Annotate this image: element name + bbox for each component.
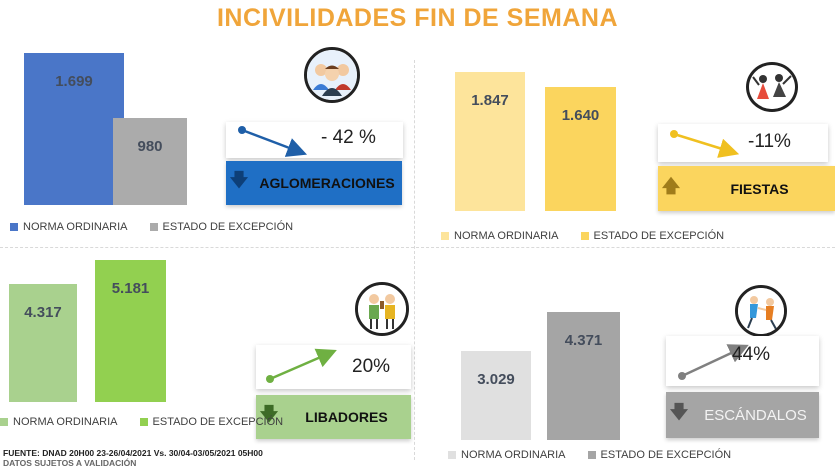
up-trend-arrow-icon xyxy=(678,344,749,380)
bar-libadores-estado-de-excepcion xyxy=(95,260,166,402)
brawl-icon xyxy=(735,285,787,337)
legend-item: NORMA ORDINARIA xyxy=(441,230,559,242)
bar-libadores-norma-ordinaria xyxy=(9,284,77,402)
legend-swatch xyxy=(0,418,8,426)
legend-label: NORMA ORDINARIA xyxy=(454,230,559,242)
category-label: ESCÁNDALOS xyxy=(704,406,807,424)
change-value: 20% xyxy=(352,356,391,377)
change-card-escandalos: 44% xyxy=(666,336,819,386)
down-trend-arrow-icon xyxy=(670,130,740,158)
legend-swatch xyxy=(441,232,449,240)
data-label-escandalos-0: 3.029 xyxy=(477,371,515,388)
legend-item: ESTADO DE EXCEPCIÓN xyxy=(587,449,732,461)
bar-escandalos-norma-ordinaria xyxy=(461,351,531,440)
footer-note: DATOS SUJETOS A VALIDACIÓN xyxy=(3,458,137,468)
legend-swatch xyxy=(580,232,589,240)
data-label-libadores-0: 4.317 xyxy=(24,304,62,321)
legend-label: NORMA ORDINARIA xyxy=(461,449,566,461)
legend-swatch xyxy=(149,223,158,231)
bar-fiestas-norma-ordinaria xyxy=(455,72,525,211)
change-value: - 42 % xyxy=(321,127,376,148)
down-arrow-icon: 🡇 xyxy=(669,402,689,422)
crowd-icon xyxy=(304,47,360,103)
legend-swatch xyxy=(139,418,148,426)
category-tag-libadores: 🡇 LIBADORES xyxy=(256,395,411,439)
party-icon xyxy=(746,62,798,112)
legend-swatch xyxy=(448,451,456,459)
drinkers-icon xyxy=(355,282,409,336)
legend-label: ESTADO DE EXCEPCIÓN xyxy=(152,416,284,428)
legend-libadores: NORMA ORDINARIA ESTADO DE EXCEPCIÓN xyxy=(0,416,305,428)
legend-item: NORMA ORDINARIA xyxy=(10,221,128,233)
category-label: FIESTAS xyxy=(730,180,789,197)
bar-aglomeraciones-estado-de-excepcion xyxy=(113,118,187,205)
up-trend-arrow-icon xyxy=(266,348,337,383)
bar-aglomeraciones-norma-ordinaria xyxy=(24,53,124,205)
down-trend-arrow-icon xyxy=(238,126,308,157)
divider-vertical xyxy=(414,60,415,460)
legend-escandalos: NORMA ORDINARIA ESTADO DE EXCEPCIÓN xyxy=(448,449,753,461)
legend-label: NORMA ORDINARIA xyxy=(23,221,128,233)
data-label-libadores-1: 5.181 xyxy=(111,280,150,297)
data-label-aglomeraciones-1: 980 xyxy=(137,138,163,155)
footer-source: FUENTE: DNAD 20H00 23-26/04/2021 Vs. 30/… xyxy=(3,448,263,458)
down-arrow-icon: 🡇 xyxy=(259,404,279,424)
data-label-fiestas-1: 1.640 xyxy=(561,107,600,124)
change-card-libadores: 20% xyxy=(256,345,411,389)
legend-item: NORMA ORDINARIA xyxy=(0,416,118,428)
data-label-escandalos-1: 4.371 xyxy=(564,332,603,349)
category-tag-fiestas: 🡅 FIESTAS xyxy=(658,166,835,211)
down-arrow-icon: 🡇 xyxy=(229,170,249,190)
change-value: -11% xyxy=(748,131,791,152)
legend-label: ESTADO DE EXCEPCIÓN xyxy=(593,230,725,242)
category-tag-escandalos: 🡇 ESCÁNDALOS xyxy=(666,392,819,438)
change-card-fiestas: -11% xyxy=(658,124,828,162)
legend-item: ESTADO DE EXCEPCIÓN xyxy=(149,221,294,233)
category-label: LIBADORES xyxy=(305,409,388,425)
legend-item: NORMA ORDINARIA xyxy=(448,449,566,461)
category-tag-aglomeraciones: 🡇 AGLOMERACIONES xyxy=(226,161,402,205)
bar-fiestas-estado-de-excepcion xyxy=(545,87,616,211)
legend-swatch xyxy=(587,451,596,459)
data-label-aglomeraciones-0: 1.699 xyxy=(55,73,93,90)
legend-label: ESTADO DE EXCEPCIÓN xyxy=(600,449,732,461)
bar-escandalos-estado-de-excepcion xyxy=(547,312,620,440)
category-label: AGLOMERACIONES xyxy=(259,175,395,191)
data-label-fiestas-0: 1.847 xyxy=(471,92,509,109)
legend-item: ESTADO DE EXCEPCIÓN xyxy=(580,230,725,242)
page-title: INCIVILIDADES FIN DE SEMANA xyxy=(216,4,619,32)
divider-horizontal xyxy=(0,247,835,248)
legend-fiestas: NORMA ORDINARIA ESTADO DE EXCEPCIÓN xyxy=(441,230,746,242)
legend-aglomeraciones: NORMA ORDINARIA ESTADO DE EXCEPCIÓN xyxy=(10,221,315,233)
up-arrow-icon: 🡅 xyxy=(661,175,681,196)
legend-label: NORMA ORDINARIA xyxy=(13,416,118,428)
change-card-aglomeraciones: - 42 % xyxy=(226,122,403,158)
legend-item: ESTADO DE EXCEPCIÓN xyxy=(139,416,284,428)
legend-swatch xyxy=(10,223,18,231)
legend-label: ESTADO DE EXCEPCIÓN xyxy=(162,221,294,233)
change-value: 44% xyxy=(732,344,771,365)
